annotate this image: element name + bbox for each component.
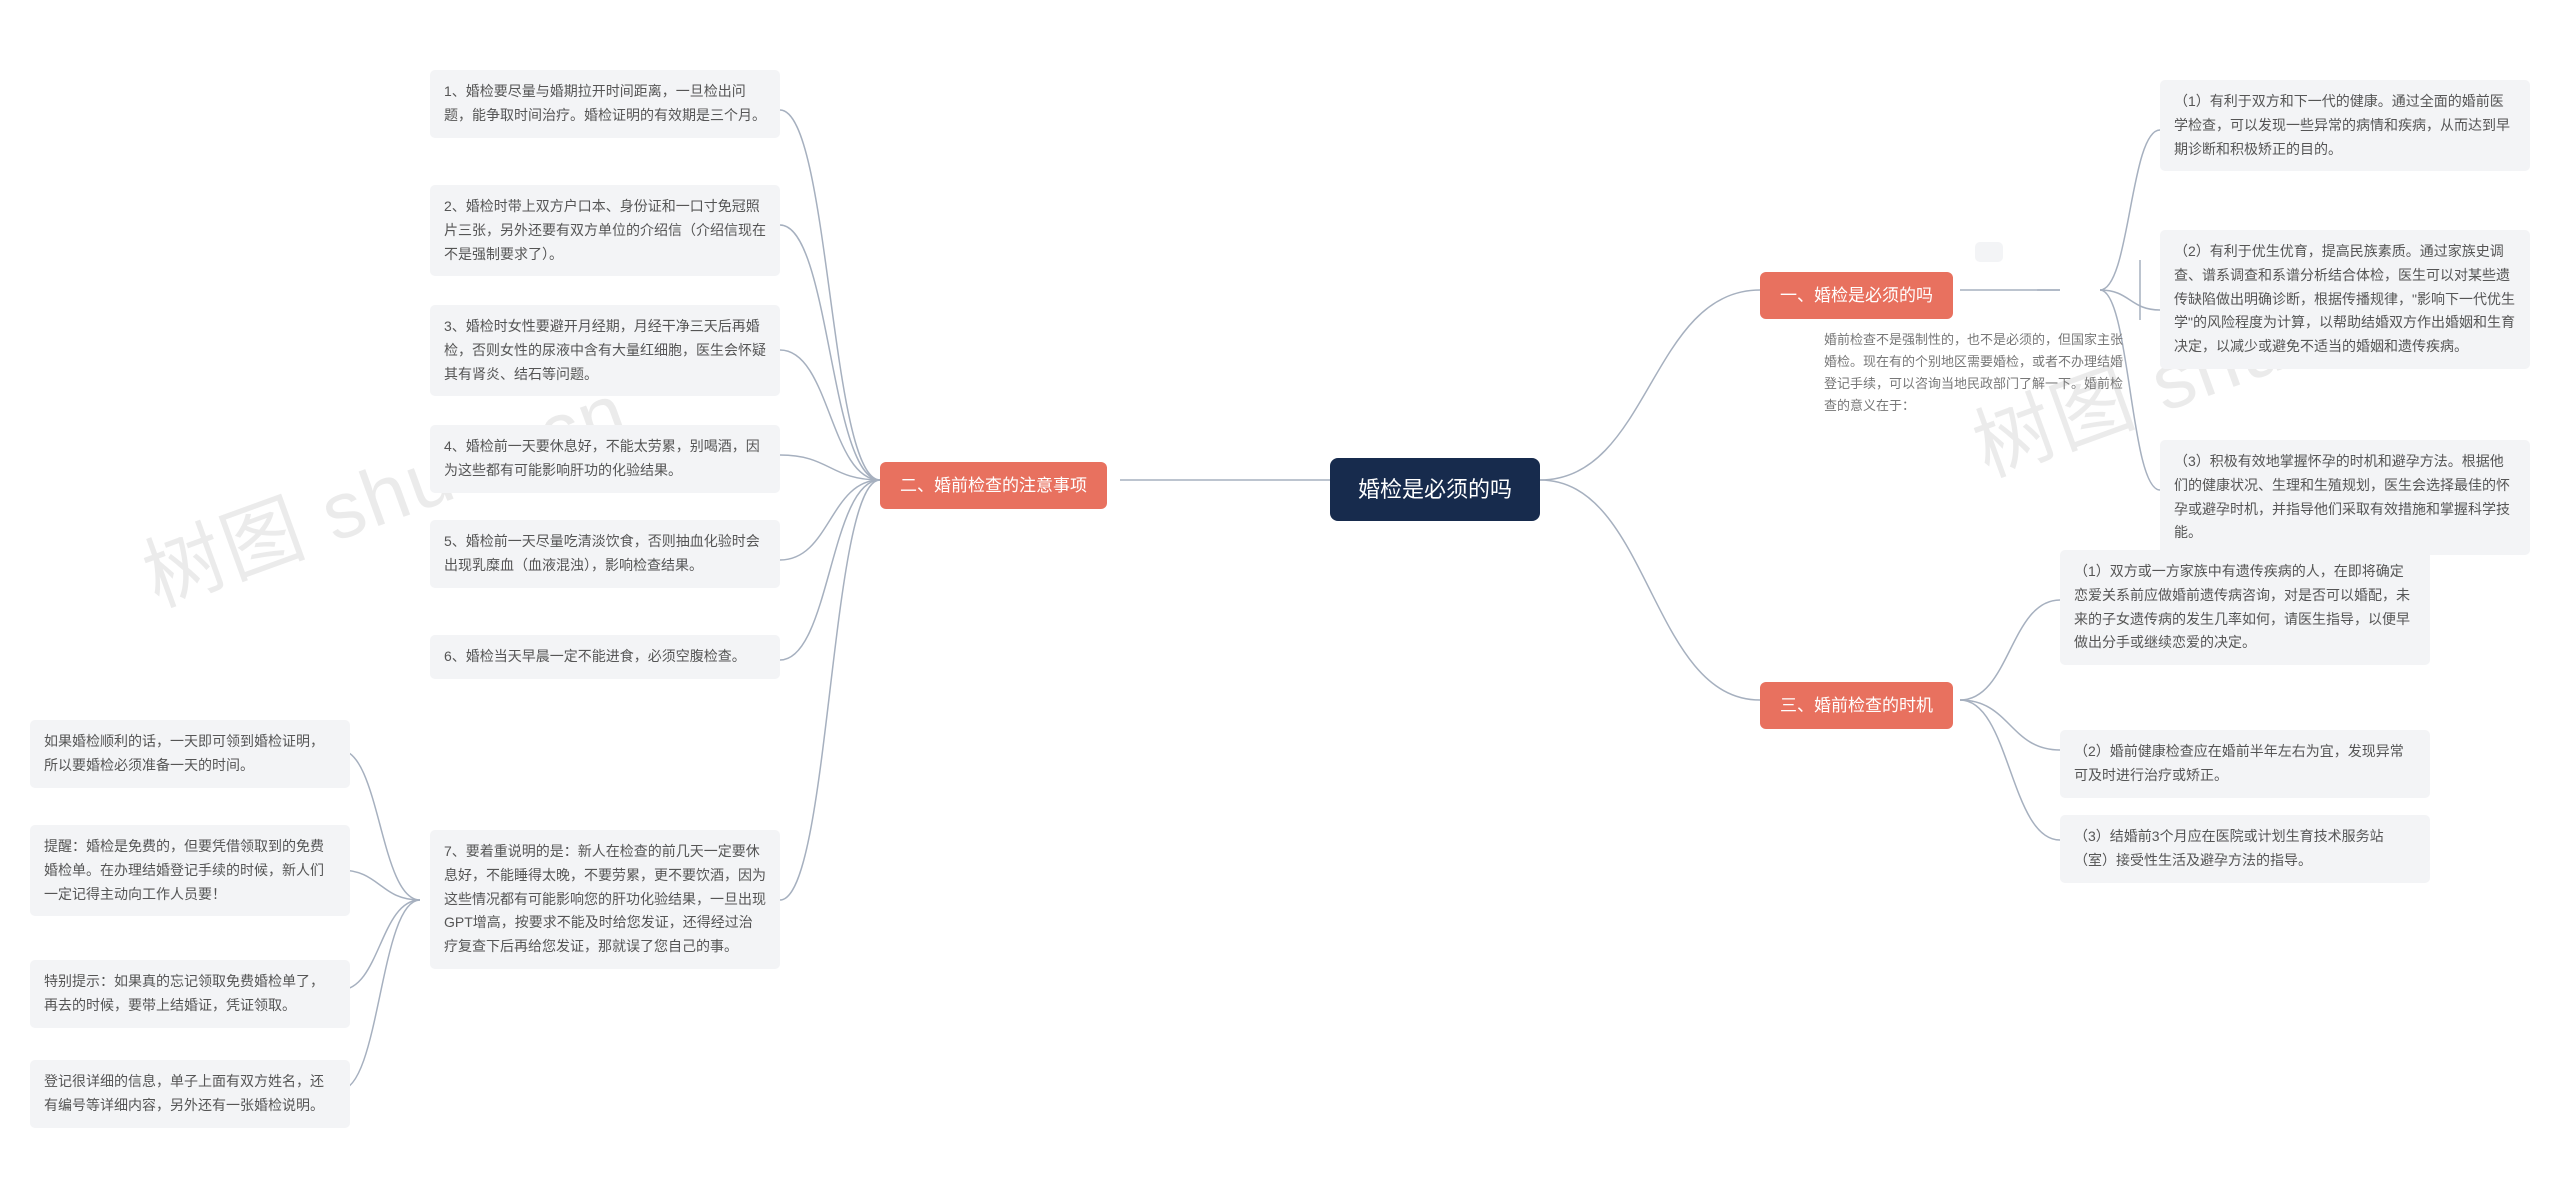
b2-leaf-7: 7、要着重说明的是：新人在检查的前几天一定要休息好，不能睡得太晚，不要劳累，更不… [430,830,780,969]
b2-leaf-6: 6、婚检当天早晨一定不能进食，必须空腹检查。 [430,635,780,679]
b2-leaf-2: 2、婚检时带上双方户口本、身份证和一口寸免冠照片三张，另外还要有双方单位的介绍信… [430,185,780,276]
branch-2[interactable]: 二、婚前检查的注意事项 [880,462,1107,509]
b3-leaf-1: （1）双方或一方家族中有遗传疾病的人，在即将确定恋爱关系前应做婚前遗传病咨询，对… [2060,550,2430,665]
b1-description: 婚前检查不是强制性的，也不是必须的，但国家主张婚检。现在有的个别地区需要婚检，或… [1820,325,2130,421]
b3-leaf-3: （3）结婚前3个月应在医院或计划生育技术服务站（室）接受性生活及避孕方法的指导。 [2060,815,2430,883]
b1-leaf-3: （3）积极有效地掌握怀孕的时机和避孕方法。根据他们的健康状况、生理和生殖规划，医… [2160,440,2530,555]
branch-3[interactable]: 三、婚前检查的时机 [1760,682,1953,729]
b1-intro-leaf [1975,242,2003,262]
b2-sub7-3: 特别提示：如果真的忘记领取免费婚检单了，再去的时候，要带上结婚证，凭证领取。 [30,960,350,1028]
b2-leaf-3: 3、婚检时女性要避开月经期，月经干净三天后再婚检，否则女性的尿液中含有大量红细胞… [430,305,780,396]
b3-leaf-2: （2）婚前健康检查应在婚前半年左右为宜，发现异常可及时进行治疗或矫正。 [2060,730,2430,798]
b1-leaf-1: （1）有利于双方和下一代的健康。通过全面的婚前医学检查，可以发现一些异常的病情和… [2160,80,2530,171]
b2-sub7-1: 如果婚检顺利的话，一天即可领到婚检证明，所以要婚检必须准备一天的时间。 [30,720,350,788]
b2-leaf-5: 5、婚检前一天尽量吃清淡饮食，否则抽血化验时会出现乳糜血（血液混浊），影响检查结… [430,520,780,588]
branch-1[interactable]: 一、婚检是必须的吗 [1760,272,1953,319]
b2-sub7-2: 提醒：婚检是免费的，但要凭借领取到的免费婚检单。在办理结婚登记手续的时候，新人们… [30,825,350,916]
root-node[interactable]: 婚检是必须的吗 [1330,458,1540,521]
b2-leaf-4: 4、婚检前一天要休息好，不能太劳累，别喝酒，因为这些都有可能影响肝功的化验结果。 [430,425,780,493]
b2-sub7-4: 登记很详细的信息，单子上面有双方姓名，还有编号等详细内容，另外还有一张婚检说明。 [30,1060,350,1128]
b1-leaf-2: （2）有利于优生优育，提高民族素质。通过家族史调查、谱系调查和系谱分析结合体检，… [2160,230,2530,369]
b2-leaf-1: 1、婚检要尽量与婚期拉开时间距离，一旦检出问题，能争取时间治疗。婚检证明的有效期… [430,70,780,138]
